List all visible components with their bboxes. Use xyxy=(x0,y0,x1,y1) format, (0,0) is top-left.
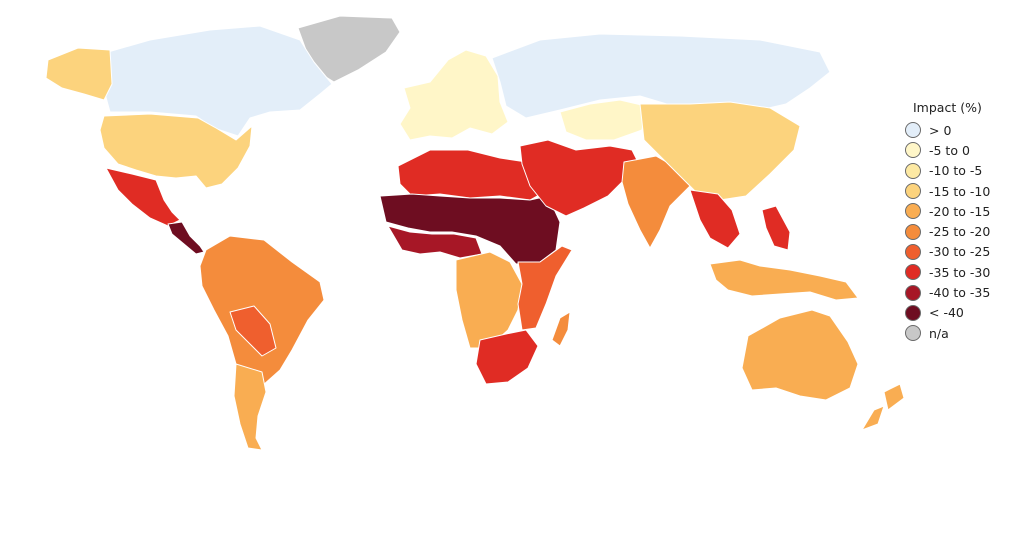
legend-swatch xyxy=(905,162,921,179)
legend-label: > 0 xyxy=(929,122,952,138)
map-legend: Impact (%) > 0 -5 to 0 -10 to -5 -15 to … xyxy=(905,100,1015,343)
legend-swatch xyxy=(905,264,921,281)
legend-label: -30 to -25 xyxy=(929,244,991,260)
legend-item: -30 to -25 xyxy=(905,242,1015,262)
legend-swatch xyxy=(905,122,921,139)
region-indonesia xyxy=(709,259,859,301)
legend-label: n/a xyxy=(929,325,949,341)
legend-item: -10 to -5 xyxy=(905,161,1015,181)
legend-item: -25 to -20 xyxy=(905,221,1015,241)
legend-item: n/a xyxy=(905,323,1015,343)
region-mexico xyxy=(105,167,181,227)
legend-label: -10 to -5 xyxy=(929,163,983,179)
region-east-africa xyxy=(517,245,573,331)
region-central-america xyxy=(167,221,205,255)
legend-label: -40 to -35 xyxy=(929,285,991,301)
region-southern-africa xyxy=(475,329,539,385)
region-china xyxy=(639,101,801,201)
legend-swatch xyxy=(905,243,921,260)
legend-label: -5 to 0 xyxy=(929,142,970,158)
legend-label: -35 to -30 xyxy=(929,264,991,280)
region-usa xyxy=(99,113,253,189)
region-australia xyxy=(741,309,859,401)
legend-swatch xyxy=(905,203,921,220)
legend-item: < -40 xyxy=(905,303,1015,323)
legend-item: -15 to -10 xyxy=(905,181,1015,201)
region-southern-cone xyxy=(233,363,267,451)
legend-swatch xyxy=(905,223,921,240)
legend-title: Impact (%) xyxy=(913,100,982,115)
region-canada xyxy=(103,25,333,137)
legend-item: > 0 xyxy=(905,120,1015,140)
legend-swatch xyxy=(905,325,921,342)
region-bolivia-paraguay xyxy=(229,305,277,357)
legend-swatch xyxy=(905,284,921,301)
region-new-zealand xyxy=(861,383,905,431)
legend-label: -20 to -15 xyxy=(929,203,991,219)
legend-item: -40 to -35 xyxy=(905,282,1015,302)
region-alaska xyxy=(45,47,113,101)
region-middle-east xyxy=(519,139,641,217)
legend-swatch xyxy=(905,142,921,159)
region-south-america xyxy=(199,235,325,387)
region-central-asia xyxy=(559,99,647,141)
region-central-southern-africa xyxy=(455,251,523,349)
legend-item: -5 to 0 xyxy=(905,140,1015,160)
legend-label: -25 to -20 xyxy=(929,224,991,240)
region-europe xyxy=(399,49,509,141)
legend-swatch xyxy=(905,304,921,321)
legend-swatch xyxy=(905,183,921,200)
legend-item: -20 to -15 xyxy=(905,201,1015,221)
region-southeast-asia xyxy=(689,189,791,251)
legend-label: -15 to -10 xyxy=(929,183,991,199)
region-madagascar xyxy=(551,311,571,347)
legend-item: -35 to -30 xyxy=(905,262,1015,282)
legend-label: < -40 xyxy=(929,305,964,321)
